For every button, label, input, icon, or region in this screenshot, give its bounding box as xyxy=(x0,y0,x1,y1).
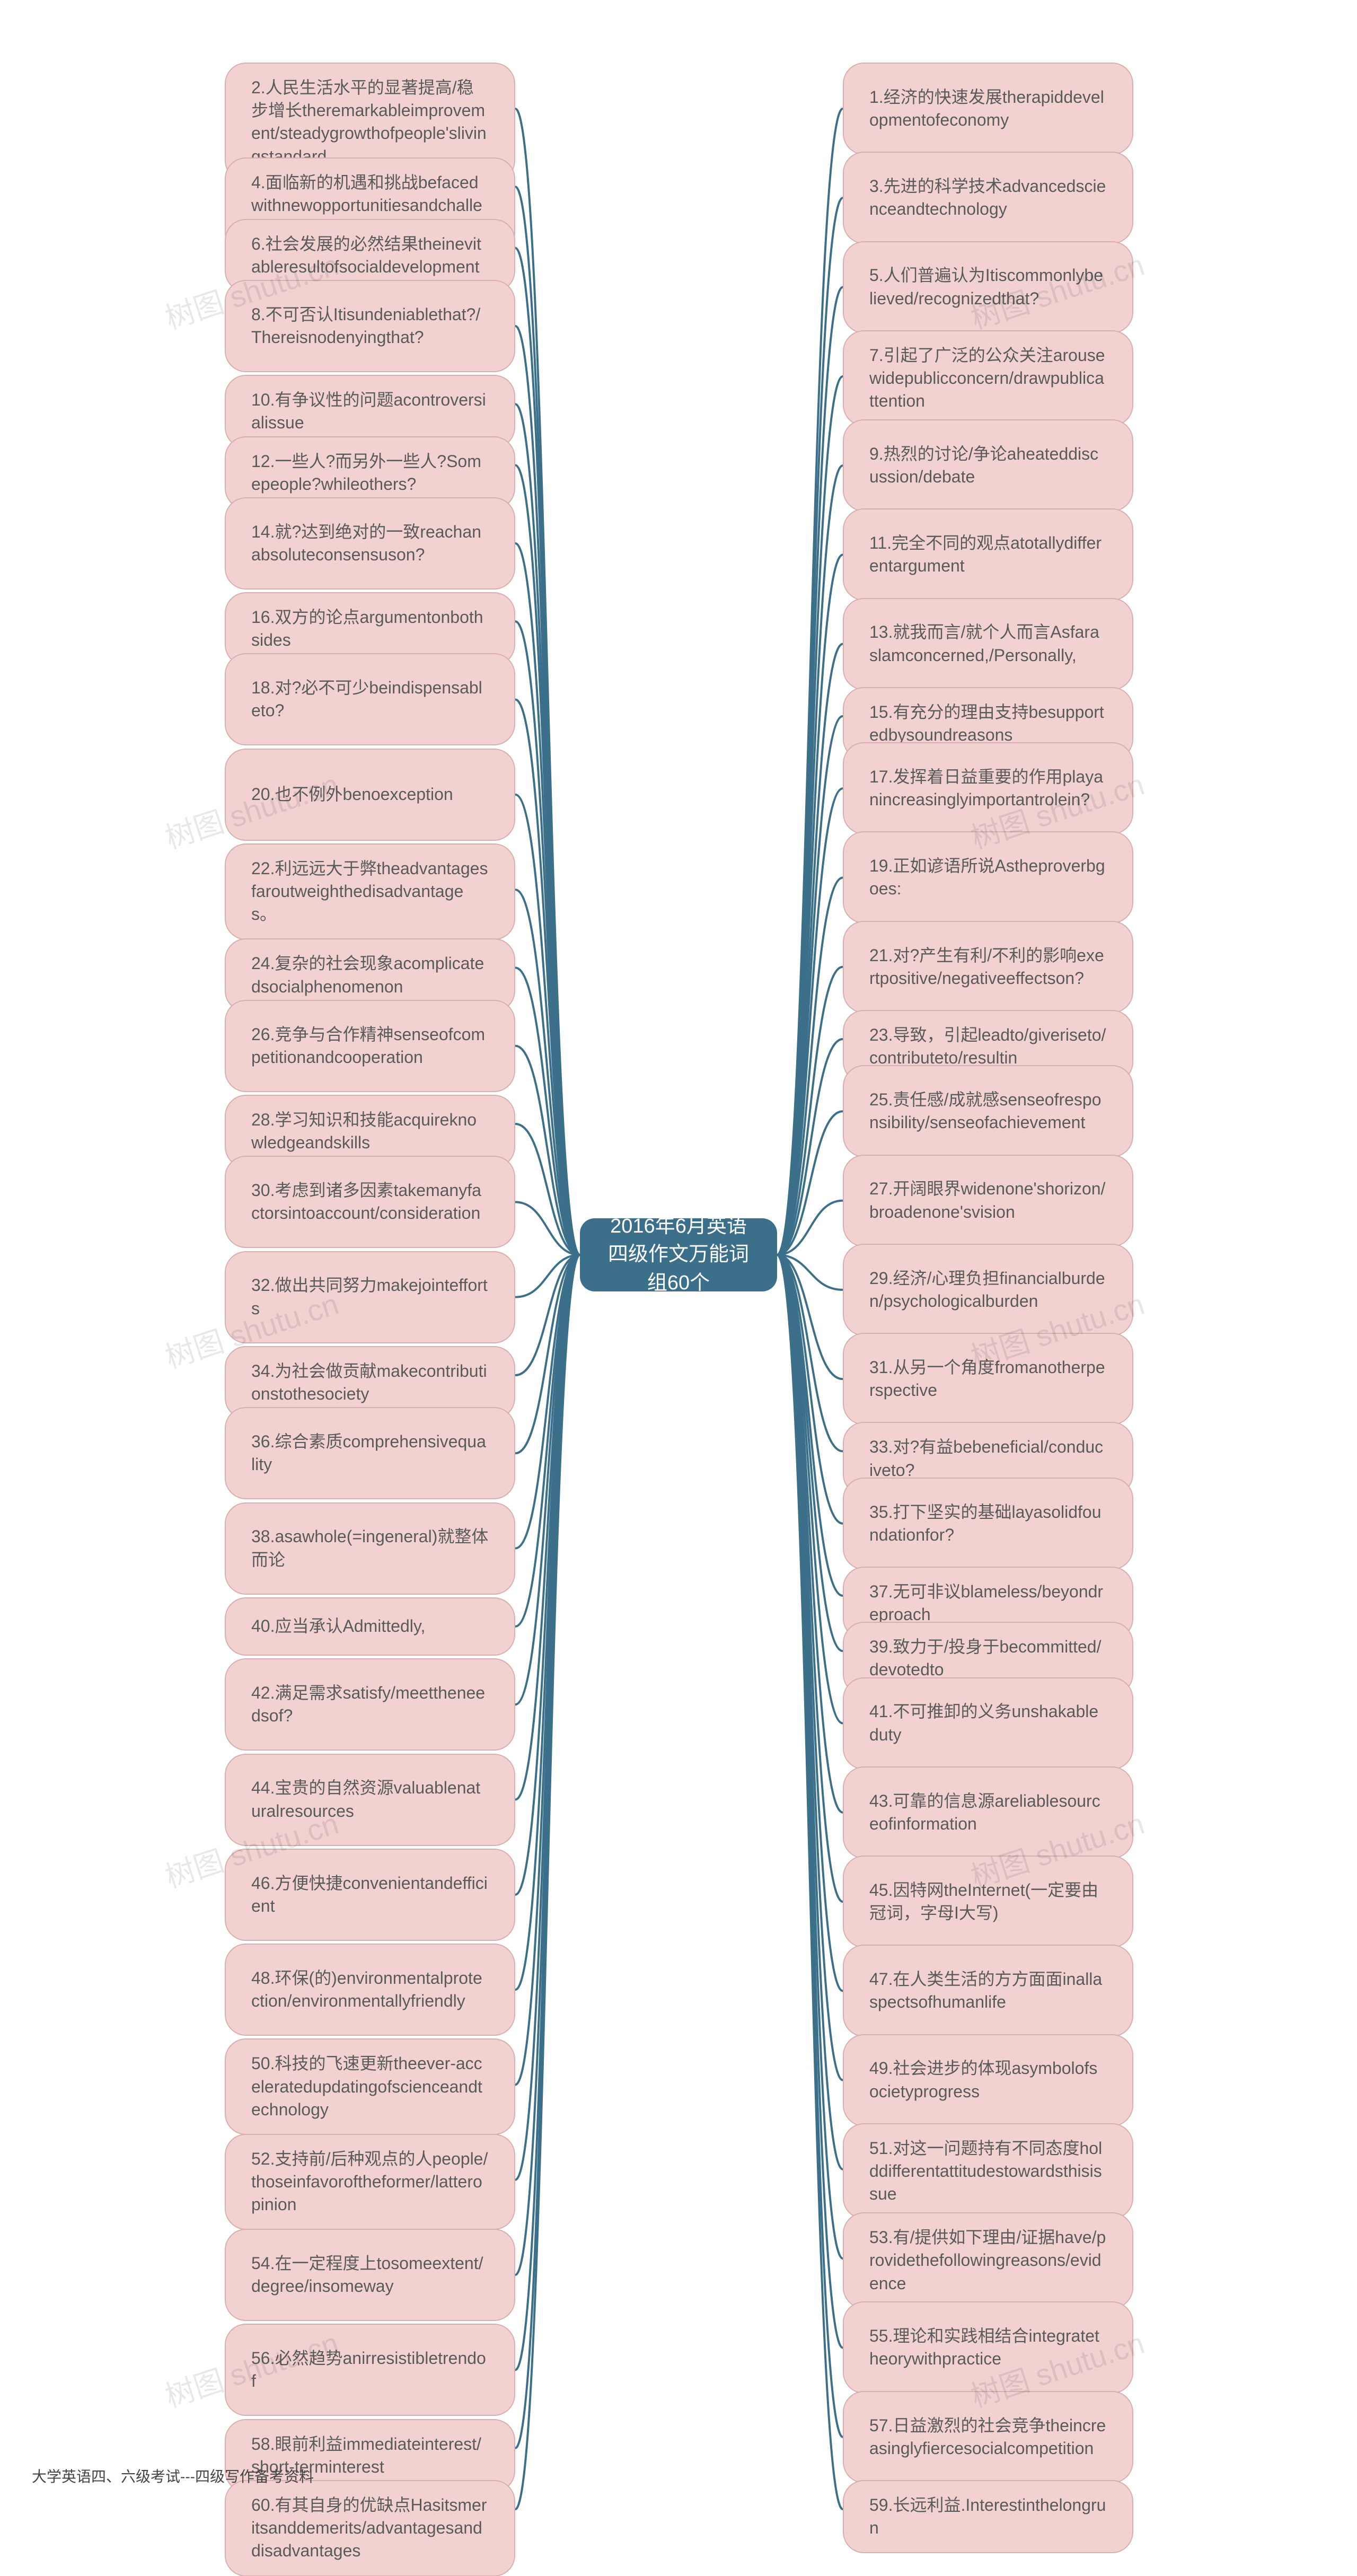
leaf-left: 56.必然趋势anirresistibletrendof xyxy=(225,2324,515,2416)
center-node: 2016年6月英语四级作文万能词组60个 xyxy=(580,1218,777,1291)
leaf-left: 14.就?达到绝对的一致reachanabsoluteconsensuson? xyxy=(225,497,515,590)
leaf-right: 9.热烈的讨论/争论aheateddiscussion/debate xyxy=(843,419,1133,512)
leaf-left: 38.asawhole(=ingeneral)就整体而论 xyxy=(225,1502,515,1595)
leaf-left: 46.方便快捷convenientandefficient xyxy=(225,1849,515,1941)
leaf-left: 26.竞争与合作精神senseofcompetitionandcooperati… xyxy=(225,1000,515,1092)
leaf-right: 19.正如谚语所说Astheproverbgoes: xyxy=(843,831,1133,924)
source-caption: 大学英语四、六级考试---四级写作备考资料 xyxy=(32,2465,314,2486)
leaf-left: 20.也不例外benoexception xyxy=(225,749,515,841)
leaf-right: 17.发挥着日益重要的作用playanincreasinglyimportant… xyxy=(843,742,1133,834)
leaf-right: 41.不可推卸的义务unshakableduty xyxy=(843,1677,1133,1770)
leaf-right: 1.经济的快速发展therapiddevelopmentofeconomy xyxy=(843,63,1133,155)
leaf-left: 36.综合素质comprehensivequality xyxy=(225,1407,515,1499)
leaf-left: 32.做出共同努力makejointefforts xyxy=(225,1251,515,1343)
leaf-right: 55.理论和实践相结合integratetheorywithpractice xyxy=(843,2301,1133,2394)
leaf-right: 49.社会进步的体现asymbolofsocietyprogress xyxy=(843,2034,1133,2126)
leaf-right: 59.长远利益.Interestinthelongrun xyxy=(843,2480,1133,2553)
mindmap-canvas: 2016年6月英语四级作文万能词组60个2.人民生活水平的显著提高/稳步增长th… xyxy=(0,0,1357,2576)
leaf-left: 8.不可否认Itisundeniablethat?/Thereisnodenyi… xyxy=(225,280,515,372)
leaf-right: 57.日益激烈的社会竞争theincreasinglyfiercesocialc… xyxy=(843,2391,1133,2483)
leaf-right: 53.有/提供如下理由/证据have/providethefollowingre… xyxy=(843,2212,1133,2309)
leaf-left: 54.在一定程度上tosomeextent/degree/insomeway xyxy=(225,2229,515,2321)
leaf-right: 25.责任感/成就感senseofresponsibility/senseofa… xyxy=(843,1065,1133,1157)
leaf-right: 35.打下坚实的基础layasolidfoundationfor? xyxy=(843,1478,1133,1570)
leaf-left: 48.环保(的)environmentalprotection/environm… xyxy=(225,1944,515,2036)
leaf-left: 18.对?必不可少beindispensableto? xyxy=(225,653,515,745)
leaf-left: 22.利远远大于弊theadvantagesfaroutweighthedisa… xyxy=(225,843,515,940)
leaf-left: 44.宝贵的自然资源valuablenaturalresources xyxy=(225,1754,515,1846)
leaf-right: 31.从另一个角度fromanotherperspective xyxy=(843,1333,1133,1425)
leaf-left: 42.满足需求satisfy/meettheneedsof? xyxy=(225,1658,515,1751)
leaf-right: 13.就我而言/就个人而言Asfaraslamconcerned,/Person… xyxy=(843,598,1133,690)
leaf-right: 29.经济/心理负担financialburden/psychologicalb… xyxy=(843,1244,1133,1336)
leaf-left: 30.考虑到诸多因素takemanyfactorsintoaccount/con… xyxy=(225,1156,515,1248)
leaf-left: 40.应当承认Admittedly, xyxy=(225,1597,515,1656)
leaf-right: 3.先进的科学技术advancedscienceandtechnology xyxy=(843,152,1133,244)
leaf-right: 27.开阔眼界widenone'shorizon/broadenone'svis… xyxy=(843,1155,1133,1247)
leaf-right: 7.引起了广泛的公众关注arousewidepublicconcern/draw… xyxy=(843,330,1133,427)
leaf-right: 51.对这一问题持有不同态度holddifferentattitudestowa… xyxy=(843,2123,1133,2220)
leaf-right: 43.可靠的信息源areliablesourceofinformation xyxy=(843,1766,1133,1859)
leaf-right: 45.因特网theInternet(一定要由冠词，字母I大写) xyxy=(843,1856,1133,1948)
leaf-right: 21.对?产生有利/不利的影响exertpositive/negativeeff… xyxy=(843,921,1133,1013)
leaf-right: 47.在人类生活的方方面面inallaspectsofhumanlife xyxy=(843,1945,1133,2037)
leaf-right: 5.人们普遍认为Itiscommonlybelieved/recognizedt… xyxy=(843,241,1133,333)
leaf-left: 60.有其自身的优缺点Hasitsmeritsanddemerits/advan… xyxy=(225,2480,515,2576)
leaf-left: 52.支持前/后种观点的人people/thoseinfavorofthefor… xyxy=(225,2134,515,2230)
leaf-right: 11.完全不同的观点atotallydifferentargument xyxy=(843,508,1133,601)
leaf-left: 50.科技的飞速更新theever-acceleratedupdatingofs… xyxy=(225,2038,515,2135)
